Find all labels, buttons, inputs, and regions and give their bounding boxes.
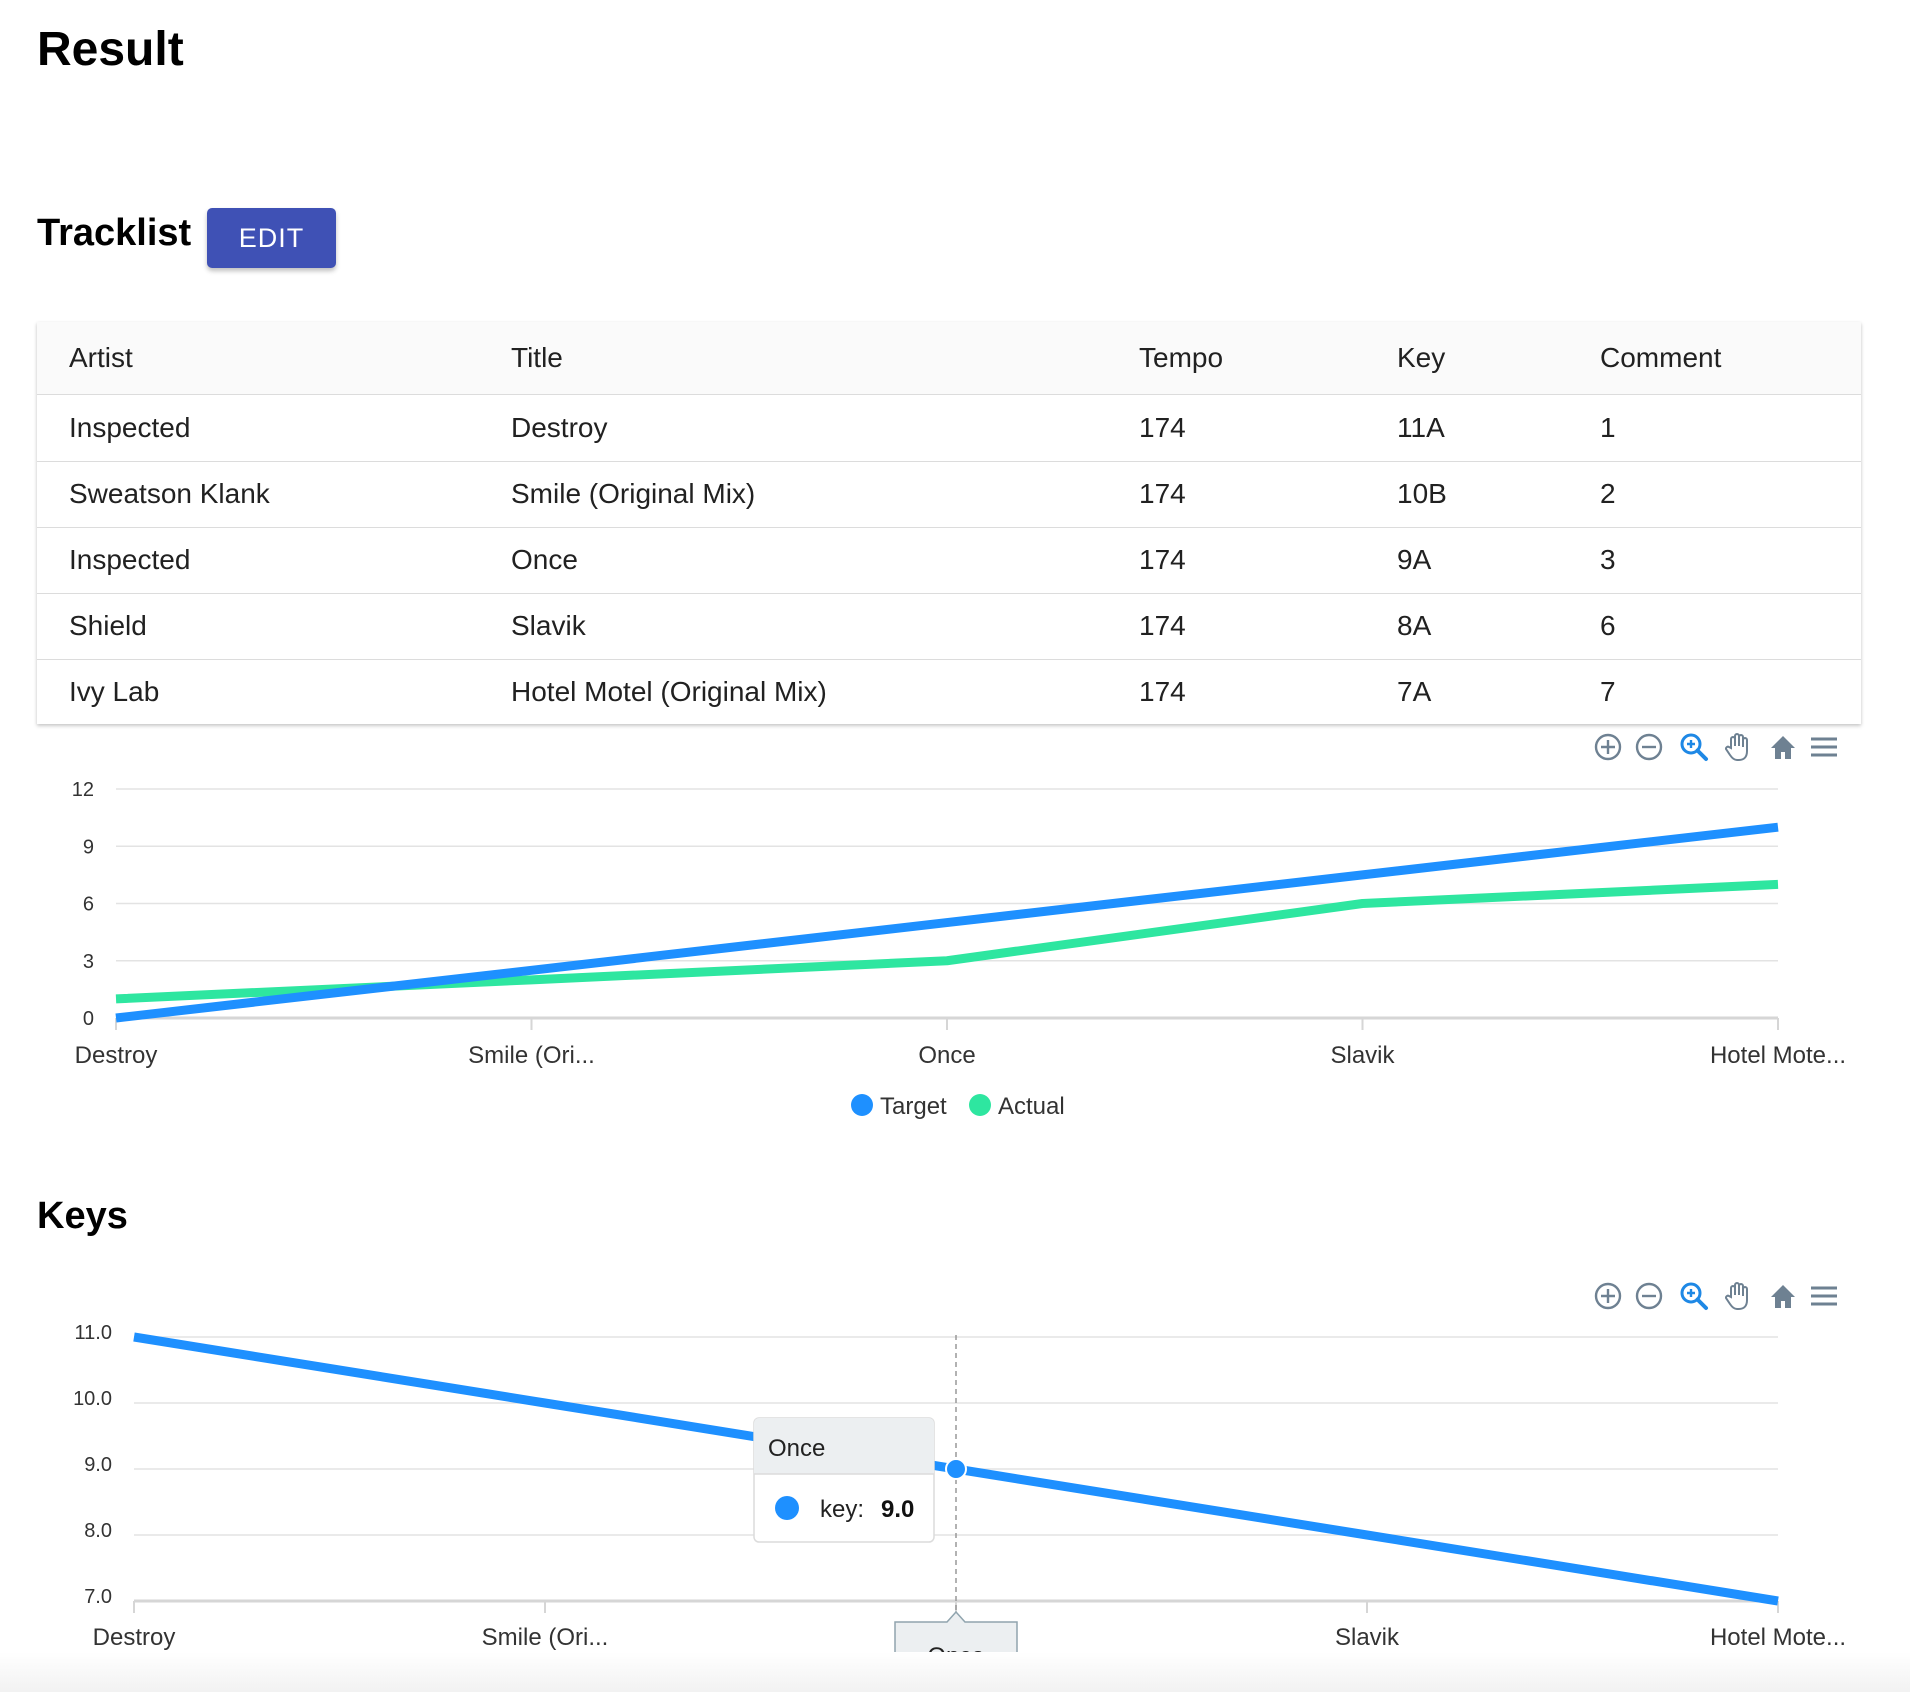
cell-artist: Sweatson Klank: [69, 478, 270, 509]
table-row[interactable]: Ivy Lab Hotel Motel (Original Mix) 174 7A 7: [37, 659, 1861, 725]
cell-key: 11A: [1397, 412, 1445, 443]
cell-tempo: 174: [1139, 676, 1186, 707]
pan-hand-icon[interactable]: [1722, 1280, 1754, 1312]
y-tick-label: 7.0: [84, 1586, 112, 1608]
column-header-tempo[interactable]: Tempo: [1139, 342, 1224, 373]
hover-point-marker[interactable]: [945, 1458, 967, 1480]
zoom-out-icon[interactable]: [1633, 1280, 1665, 1312]
tracklist-table: Artist Title Tempo Key Comment Inspected Destr…: [37, 322, 1861, 724]
cell-comment: 1: [1600, 412, 1616, 443]
cell-artist: Inspected: [69, 412, 191, 443]
cell-comment: 6: [1600, 610, 1616, 641]
page-bottom-edge: [0, 1652, 1910, 1692]
cell-key: 7A: [1397, 676, 1432, 707]
y-tick-label: 12: [72, 779, 94, 801]
column-header-key[interactable]: Key: [1397, 342, 1446, 373]
table-row[interactable]: Inspected Once 174 9A 3: [37, 527, 1861, 594]
keys-chart: 7.0 8.0 9.0 10.0 11.0 Destroy Smile (Ori... Sla…: [73, 1322, 1846, 1680]
series-line-actual[interactable]: [115, 879, 1779, 1004]
table-header-row: Artist Title Tempo Key Comment: [37, 322, 1861, 395]
cell-artist: Ivy Lab: [69, 676, 160, 707]
cell-comment: 3: [1600, 544, 1616, 575]
table-row[interactable]: Sweatson Klank Smile (Original Mix) 174 10B…: [37, 461, 1861, 528]
x-tick-label: Smile (Ori...: [482, 1624, 609, 1651]
keys-heading: Keys: [37, 1195, 128, 1237]
legend-marker[interactable]: [969, 1094, 991, 1116]
tooltip-title: Once: [768, 1435, 825, 1462]
cell-comment: 2: [1600, 478, 1616, 509]
cell-artist: Shield: [69, 610, 147, 641]
cell-key: 9A: [1397, 544, 1432, 575]
menu-icon[interactable]: [1808, 731, 1840, 763]
legend-label[interactable]: Target: [880, 1093, 947, 1120]
tooltip-title-bar: [754, 1418, 934, 1474]
x-tick-label: Slavik: [1330, 1042, 1395, 1069]
cell-title: Hotel Motel (Original Mix): [511, 676, 827, 707]
home-icon[interactable]: [1767, 731, 1799, 763]
x-tick-label: Hotel Mote...: [1710, 1042, 1846, 1069]
x-tick-label: Destroy: [75, 1042, 158, 1069]
tempo-chart: 0 3 6 9 12 Destroy Smile (Ori... Once Slavik Hote…: [72, 779, 1846, 1120]
y-tick-label: 3: [83, 951, 94, 973]
cell-title: Slavik: [511, 610, 586, 641]
cell-key: 8A: [1397, 610, 1432, 641]
cell-title: Smile (Original Mix): [511, 478, 756, 509]
legend-marker[interactable]: [851, 1094, 873, 1116]
y-tick-label: 6: [83, 894, 94, 916]
cell-tempo: 174: [1139, 478, 1186, 509]
legend-label[interactable]: Actual: [998, 1093, 1065, 1120]
tracklist-heading: Tracklist: [37, 212, 192, 254]
x-tick-label: Slavik: [1335, 1624, 1400, 1651]
cell-title: Destroy: [511, 412, 608, 443]
legend: Target Actual: [851, 1093, 1065, 1120]
column-header-title[interactable]: Title: [511, 342, 563, 373]
cell-tempo: 174: [1139, 412, 1186, 443]
cell-tempo: 174: [1139, 544, 1186, 575]
y-tick-label: 8.0: [84, 1520, 112, 1542]
y-tick-label: 11.0: [75, 1322, 112, 1344]
x-tick-label: Once: [918, 1042, 975, 1069]
cell-tempo: 174: [1139, 610, 1186, 641]
tooltip-label: key:: [820, 1496, 864, 1523]
y-tick-label: 0: [83, 1008, 94, 1030]
column-header-comment[interactable]: Comment: [1600, 342, 1722, 373]
cell-title: Once: [511, 544, 578, 575]
home-icon[interactable]: [1767, 1280, 1799, 1312]
table-row[interactable]: Inspected Destroy 174 11A 1: [37, 395, 1861, 462]
y-tick-label: 10.0: [73, 1388, 112, 1410]
tooltip-marker: [775, 1496, 799, 1520]
selection-zoom-icon[interactable]: [1678, 1280, 1710, 1312]
selection-zoom-icon[interactable]: [1678, 731, 1710, 763]
x-tick-label: Destroy: [93, 1624, 176, 1651]
cell-comment: 7: [1600, 676, 1616, 707]
menu-icon[interactable]: [1808, 1280, 1840, 1312]
pan-hand-icon[interactable]: [1722, 731, 1754, 763]
x-tick-label: Smile (Ori...: [468, 1042, 595, 1069]
y-tick-label: 9.0: [84, 1454, 112, 1476]
series-line-target[interactable]: [115, 822, 1779, 1023]
zoom-in-icon[interactable]: [1592, 1280, 1624, 1312]
zoom-in-icon[interactable]: [1592, 731, 1624, 763]
zoom-out-icon[interactable]: [1633, 731, 1665, 763]
tooltip-value: 9.0: [881, 1496, 914, 1523]
cell-key: 10B: [1397, 478, 1447, 509]
page-title: Result: [37, 23, 184, 76]
tooltip: Once key: 9.0: [753, 1417, 935, 1543]
cell-artist: Inspected: [69, 544, 191, 575]
x-tick-label: Hotel Mote...: [1710, 1624, 1846, 1651]
column-header-artist[interactable]: Artist: [69, 342, 133, 373]
table-row[interactable]: Shield Slavik 174 8A 6: [37, 593, 1861, 660]
y-tick-label: 9: [83, 836, 94, 858]
edit-button[interactable]: EDIT: [207, 208, 336, 268]
